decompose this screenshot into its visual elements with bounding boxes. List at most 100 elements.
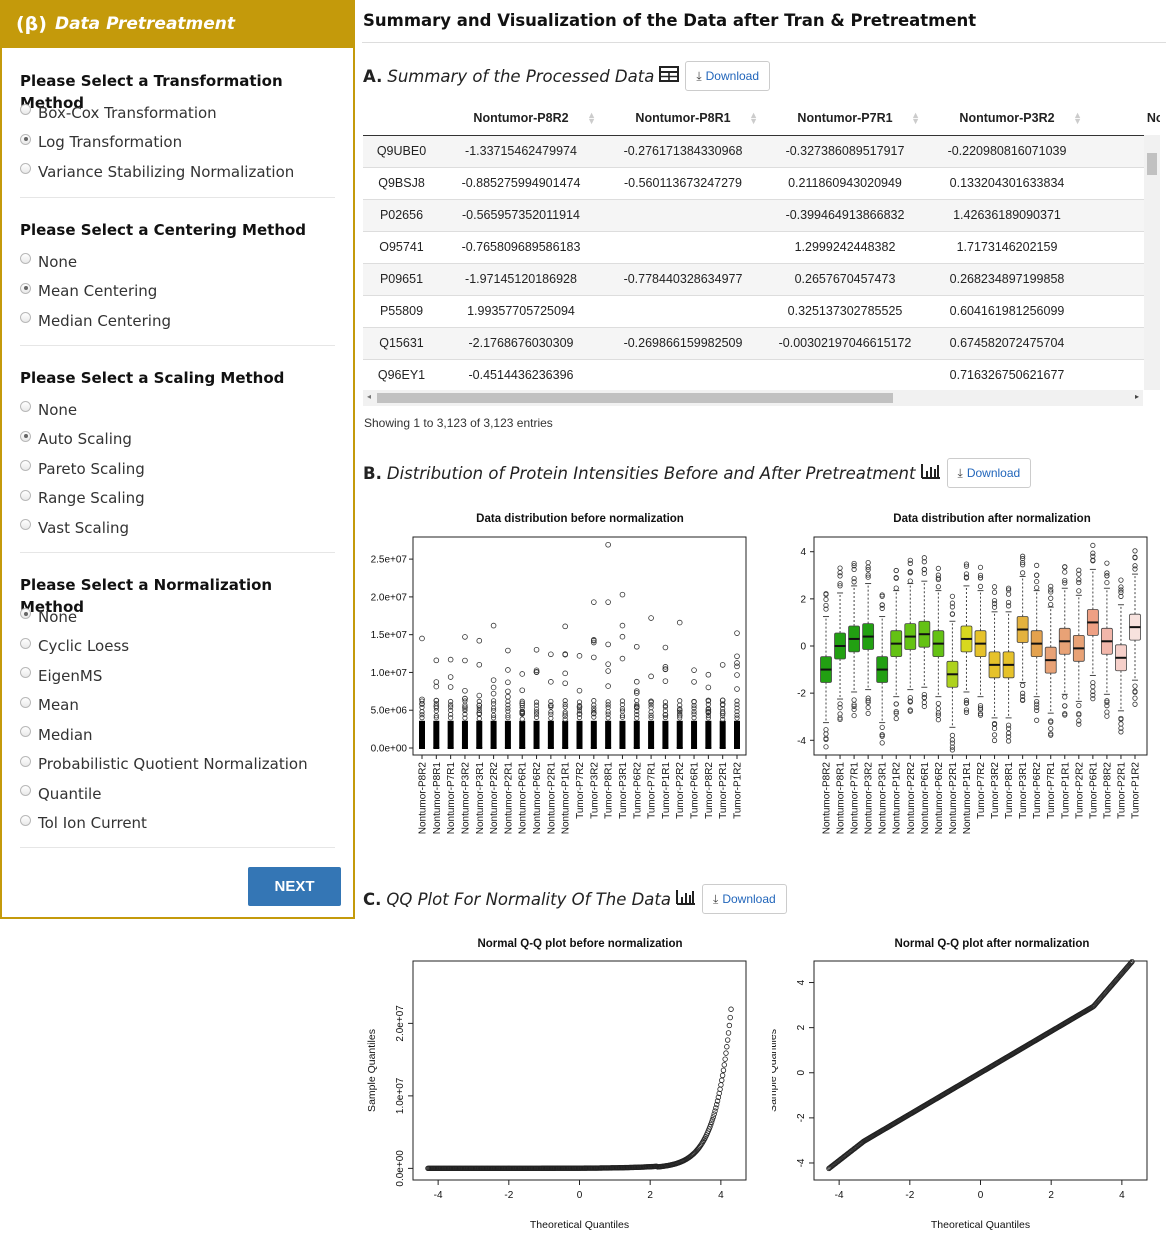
- outlier-point: [462, 715, 468, 721]
- sort-icon[interactable]: ▲ ▼: [1073, 110, 1082, 126]
- title-divider: [362, 42, 1166, 43]
- radio-button[interactable]: [20, 814, 31, 826]
- radio-option[interactable]: Vast Scaling: [20, 513, 335, 543]
- outlier-point: [720, 706, 726, 712]
- radio-button[interactable]: [20, 430, 31, 442]
- outlier-point: [949, 737, 956, 743]
- outlier-point: [691, 699, 697, 705]
- download-qq-button[interactable]: ⤓ Download: [702, 884, 787, 914]
- radio-option[interactable]: Tol Ion Current: [20, 809, 335, 839]
- column-header[interactable]: Nontum: [1088, 102, 1160, 136]
- radio-button[interactable]: [20, 104, 31, 116]
- x-tick-label: Tumor-P6R1: [690, 762, 701, 819]
- chart-title: Data distribution after normalization: [893, 513, 1090, 525]
- outlier-point: [1048, 719, 1054, 725]
- sort-icon[interactable]: ▲ ▼: [749, 110, 758, 126]
- radio-button[interactable]: [20, 489, 31, 501]
- outlier-point: [648, 702, 654, 708]
- outlier-point: [619, 622, 626, 629]
- radio-option[interactable]: Variance Stabilizing Normalization: [20, 157, 335, 187]
- outlier-point: [1118, 593, 1124, 599]
- radio-button[interactable]: [20, 785, 31, 797]
- y-tick-label: 5.0e+06: [371, 706, 408, 717]
- value-cell: -1.97145120186928: [440, 262, 602, 295]
- radio-option[interactable]: Quantile: [20, 779, 335, 809]
- outlier-point: [865, 574, 871, 580]
- radio-option[interactable]: Cyclic Loess: [20, 632, 335, 662]
- next-button[interactable]: NEXT: [248, 867, 341, 906]
- radio-button[interactable]: [20, 726, 31, 738]
- table-horizontal-scrollbar[interactable]: ◂ ▸: [363, 390, 1143, 406]
- outlier-point: [851, 566, 857, 572]
- outlier-point: [879, 724, 885, 730]
- radio-option[interactable]: Median Centering: [20, 306, 335, 336]
- table-vertical-scrollbar[interactable]: [1144, 135, 1160, 390]
- qq-point: [726, 1022, 733, 1029]
- outlier-point: [591, 705, 597, 711]
- download-table-button[interactable]: ⤓ Download: [685, 61, 771, 91]
- radio-option[interactable]: Median: [20, 720, 335, 750]
- value-cell: 0.2657670457473: [764, 262, 926, 295]
- radio-option[interactable]: Log Transformation: [20, 128, 335, 158]
- sort-icon[interactable]: ▲ ▼: [911, 110, 920, 126]
- column-header[interactable]: Nontumor-P8R1 ▲ ▼: [602, 102, 764, 136]
- table-row: Q9BSJ8 -0.885275994901474 -0.5601136732472…: [363, 166, 1160, 199]
- outlier-point: [462, 698, 468, 704]
- x-tick-label: Tumor-P7R2: [976, 762, 987, 819]
- radio-button[interactable]: [20, 637, 31, 649]
- column-header[interactable]: Nontumor-P7R1 ▲ ▼: [764, 102, 926, 136]
- outlier-point: [476, 637, 483, 644]
- radio-option[interactable]: Auto Scaling: [20, 425, 335, 455]
- download-distribution-button[interactable]: ⤓ Download: [946, 458, 1032, 488]
- radio-button[interactable]: [20, 401, 31, 413]
- radio-option[interactable]: Probabilistic Quotient Normalization: [20, 750, 335, 780]
- outlier-point: [462, 707, 468, 714]
- radio-button[interactable]: [20, 696, 31, 708]
- radio-option[interactable]: Pareto Scaling: [20, 454, 335, 484]
- outlier-point: [533, 669, 540, 675]
- radio-button[interactable]: [20, 253, 31, 265]
- column-header[interactable]: Nontumor-P8R2 ▲ ▼: [440, 102, 602, 136]
- radio-button[interactable]: [20, 312, 31, 324]
- outlier-point: [605, 699, 611, 705]
- x-tick-label: Tumor-P8R2: [1102, 762, 1113, 819]
- radio-button[interactable]: [20, 460, 31, 472]
- outlier-point: [1048, 726, 1054, 732]
- outlier-point: [533, 714, 540, 720]
- method-group: Please Select a Normalization Method None…: [2, 574, 353, 838]
- radio-option[interactable]: Mean Centering: [20, 277, 335, 307]
- outlier-point: [619, 633, 626, 640]
- radio-button[interactable]: [20, 608, 31, 620]
- outlier-point: [448, 702, 454, 708]
- download-label: Download: [966, 466, 1021, 480]
- x-tick-label: Nontumor-P6R1: [518, 762, 529, 835]
- radio-option[interactable]: Box-Cox Transformation: [20, 98, 335, 128]
- radio-button[interactable]: [20, 667, 31, 679]
- outlier-point: [662, 664, 669, 670]
- outlier-point: [837, 704, 843, 711]
- download-label: Download: [705, 69, 760, 83]
- outlier-point: [619, 714, 626, 720]
- outlier-point: [533, 711, 540, 717]
- radio-option[interactable]: EigenMS: [20, 661, 335, 691]
- radio-option[interactable]: None: [20, 395, 335, 425]
- outlier-point: [851, 706, 857, 713]
- outlier-point: [519, 716, 525, 722]
- outlier-point: [921, 699, 927, 706]
- radio-button[interactable]: [20, 755, 31, 767]
- radio-button[interactable]: [20, 282, 31, 294]
- sort-icon[interactable]: ▲ ▼: [587, 110, 596, 126]
- column-header[interactable]: Nontumor-P3R2 ▲ ▼: [926, 102, 1088, 136]
- outlier-point: [448, 715, 454, 721]
- outlier-point: [548, 711, 554, 717]
- radio-option[interactable]: None: [20, 247, 335, 277]
- qq-point: [728, 1006, 734, 1012]
- radio-option[interactable]: Mean: [20, 691, 335, 721]
- radio-option[interactable]: Range Scaling: [20, 484, 335, 514]
- radio-button[interactable]: [20, 133, 31, 145]
- x-tick-label: Nontumor-P6R2: [532, 762, 543, 835]
- outlier-point: [1062, 577, 1068, 584]
- radio-button[interactable]: [20, 163, 31, 175]
- radio-option[interactable]: None: [20, 602, 335, 632]
- radio-button[interactable]: [20, 519, 31, 531]
